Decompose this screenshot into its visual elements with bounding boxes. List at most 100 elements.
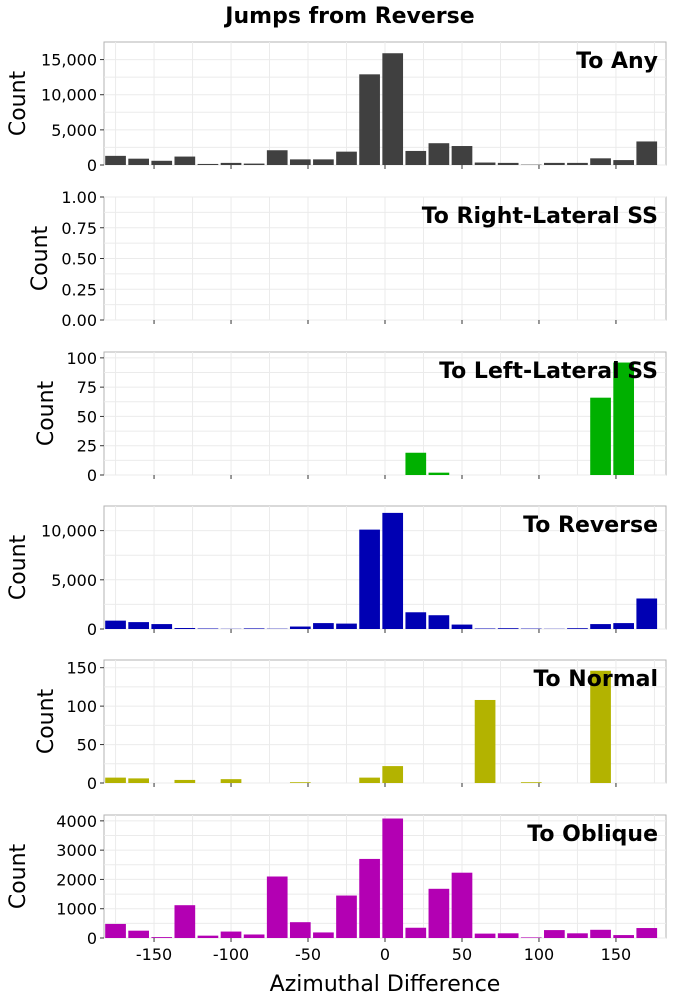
bar <box>405 150 427 165</box>
x-tick-label: 50 <box>452 945 472 964</box>
bar <box>636 928 658 938</box>
bar <box>174 905 196 938</box>
bar <box>266 150 288 165</box>
y-axis-label: Count <box>34 688 59 754</box>
y-axis-label: Count <box>6 70 31 136</box>
y-tick-label: 0 <box>87 620 97 639</box>
bar <box>590 929 611 938</box>
bar <box>567 628 588 629</box>
panel-title: To Oblique <box>527 822 658 847</box>
panel-1: 0 5,000 10,000 15,000 Count To Any <box>6 41 667 175</box>
bar <box>497 628 519 629</box>
panel-title: To Any <box>576 49 658 74</box>
bar <box>474 162 496 165</box>
y-tick-label: 0 <box>87 774 97 793</box>
y-tick-label: 5,000 <box>51 121 97 140</box>
y-axis-label: Count <box>28 225 53 291</box>
bar <box>359 74 380 165</box>
x-tick-label: 0 <box>380 945 390 964</box>
x-tick-label: 100 <box>524 945 555 964</box>
bar <box>128 778 149 783</box>
panel-5: 0 50 100 150 Count To Normal <box>34 659 667 793</box>
bar <box>544 162 565 165</box>
bar <box>289 159 311 165</box>
bar <box>220 779 242 783</box>
bar <box>544 930 565 938</box>
bar <box>613 362 635 475</box>
bar <box>289 922 311 938</box>
bar <box>220 162 242 165</box>
panel-3: 0 25 50 75 100 Count To Left-Lateral SS <box>34 349 667 485</box>
bar <box>289 626 311 629</box>
bar <box>474 699 496 783</box>
bar <box>128 622 149 629</box>
bar <box>243 934 265 938</box>
y-tick-label: 150 <box>66 659 97 678</box>
bar <box>474 933 496 938</box>
bar <box>105 155 126 165</box>
bar <box>313 623 334 629</box>
bar <box>151 937 173 938</box>
bar <box>405 452 427 475</box>
y-tick-label: 50 <box>77 407 97 426</box>
bar <box>451 872 473 938</box>
y-axis-label: Count <box>6 534 31 600</box>
bar <box>497 162 519 165</box>
y-tick-label: 4000 <box>56 812 97 831</box>
bar <box>382 818 404 938</box>
y-tick-label: 0 <box>87 466 97 485</box>
bar <box>451 624 473 629</box>
y-tick-label: 25 <box>77 437 97 456</box>
x-tick-label: -150 <box>136 945 172 964</box>
bar <box>197 163 219 165</box>
y-tick-label: 100 <box>66 349 97 368</box>
bar <box>590 397 611 475</box>
bar <box>151 160 173 165</box>
y-tick-label: 1.00 <box>61 188 97 207</box>
bar <box>359 777 380 783</box>
y-tick-label: 0.00 <box>61 311 97 330</box>
panel-4: 0 5,000 10,000 Count To Reverse <box>6 505 667 639</box>
bar <box>567 933 588 938</box>
x-axis-label: Azimuthal Difference <box>270 972 501 997</box>
y-tick-label: 0.50 <box>61 250 97 269</box>
bar <box>382 766 404 783</box>
panel-title: To Normal <box>533 667 658 692</box>
bar <box>613 935 635 938</box>
y-tick-label: 0.75 <box>61 219 97 238</box>
bar <box>428 888 450 938</box>
bar <box>567 162 588 165</box>
bar <box>243 628 265 629</box>
bar <box>613 160 635 165</box>
bar <box>336 895 357 938</box>
bar <box>359 858 380 938</box>
bar <box>266 876 288 938</box>
bar <box>382 53 404 166</box>
bar <box>105 777 126 783</box>
y-tick-label: 1000 <box>56 900 97 919</box>
y-tick-label: 5,000 <box>51 571 97 590</box>
y-tick-label: 10,000 <box>41 522 97 541</box>
y-tick-label: 0 <box>87 929 97 948</box>
bar <box>636 598 658 629</box>
x-tick-label: 150 <box>601 945 632 964</box>
y-tick-label: 10,000 <box>41 86 97 105</box>
bar <box>197 935 219 938</box>
bar <box>336 151 357 165</box>
y-tick-label: 75 <box>77 378 97 397</box>
bar <box>590 624 611 629</box>
bar <box>636 141 658 165</box>
panel-title: To Right-Lateral SS <box>422 204 658 229</box>
bar <box>359 529 380 629</box>
bar <box>382 512 404 629</box>
bar <box>590 158 611 165</box>
bar <box>428 472 450 475</box>
bar <box>243 163 265 165</box>
panel-2: 0.00 0.25 0.50 0.75 1.00 Count To Right-Latera… <box>28 188 667 330</box>
bar <box>336 623 357 629</box>
y-tick-label: 15,000 <box>41 51 97 70</box>
y-tick-label: 0.25 <box>61 280 97 299</box>
bar <box>451 146 473 165</box>
bar <box>105 923 126 938</box>
